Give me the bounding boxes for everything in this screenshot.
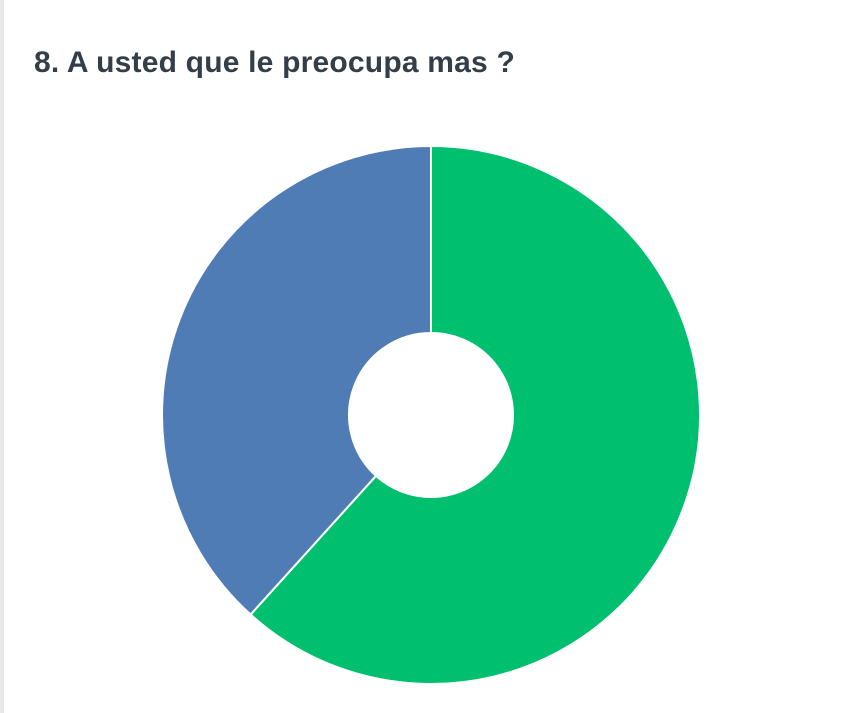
donut-slice-2 (161, 144, 432, 616)
question-title: 8. A usted que le preocupa mas ? (34, 46, 515, 79)
donut-slice-1 (249, 144, 701, 685)
page-left-edge (0, 0, 4, 713)
slices-group (161, 144, 701, 685)
